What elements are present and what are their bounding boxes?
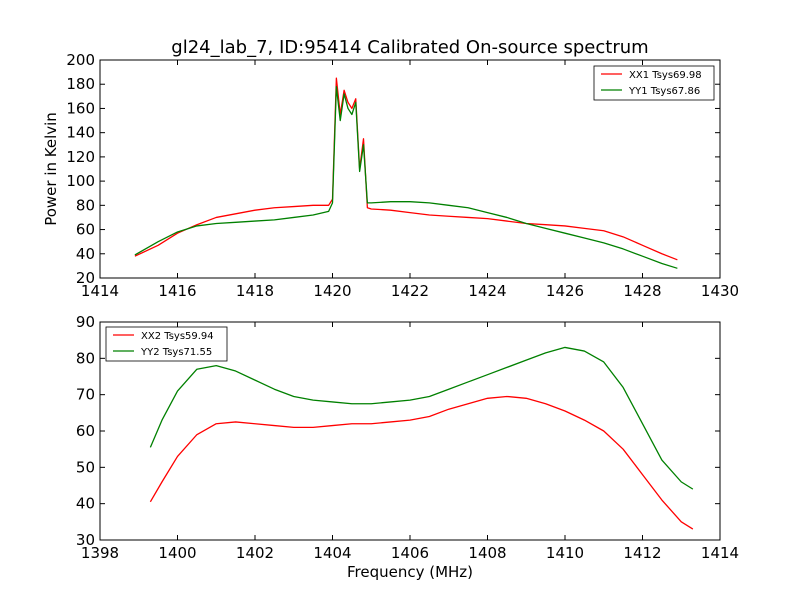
top-panel-y-tick-label: 200	[66, 51, 95, 69]
top-panel-series	[134, 77, 678, 269]
top-panel-y-tick-label: 40	[76, 245, 95, 263]
bottom-panel-y-tick-label: 40	[76, 495, 95, 513]
top-panel-x-tick-label: 1418	[236, 282, 274, 300]
top-panel-x-tick-label: 1422	[391, 282, 429, 300]
bottom-panel-y-tick-label: 90	[76, 313, 95, 331]
bottom-panel-x-tick-label: 1414	[701, 544, 739, 562]
top-panel-ticks: 1414 1416 1418 1420 1422 1424 1426 1428 1430 20 40…	[66, 51, 739, 300]
top-panel-x-tick-label: 1416	[158, 282, 196, 300]
top-panel-frame	[99, 59, 721, 279]
top-panel-y-tick-label: 120	[66, 148, 95, 166]
top-panel-x-tick-label: 1424	[468, 282, 506, 300]
bottom-panel-x-tick-label: 1412	[623, 544, 661, 562]
bottom-panel-series-line-2	[149, 346, 694, 490]
bottom-panel-y-tick-label: 30	[76, 531, 95, 549]
bottom-panel-y-tick-label: 60	[76, 422, 95, 440]
top-panel-x-tick-label: 1426	[546, 282, 584, 300]
bottom-panel-x-tick-label: 1398	[81, 544, 119, 562]
bottom-panel: 1398 1400 1402 1404 1406 1408 1410 1412 1414 30 40…	[76, 313, 739, 581]
bottom-panel-x-tick-label: 1408	[468, 544, 506, 562]
legend-label-yy2: YY2 Tsys71.55	[140, 347, 212, 358]
top-panel-x-tick-label: 1414	[81, 282, 119, 300]
x-axis-label: Frequency (MHz)	[347, 563, 473, 581]
bottom-panel-x-tick-label: 1406	[391, 544, 429, 562]
legend-label-xx1: XX1 Tsys69.98	[629, 70, 702, 81]
bottom-panel-x-tick-label: 1404	[313, 544, 351, 562]
legend-label-yy1: YY1 Tsys67.86	[628, 86, 700, 97]
bottom-panel-x-tick-label: 1402	[236, 544, 274, 562]
bottom-panel-y-tick-label: 70	[76, 386, 95, 404]
bottom-panel-x-tick-label: 1400	[158, 544, 196, 562]
bottom-panel-legend: XX2 Tsys59.94 YY2 Tsys71.55	[105, 326, 228, 362]
bottom-panel-y-tick-label: 50	[76, 458, 95, 476]
bottom-panel-series-line-1	[149, 395, 694, 530]
legend-label-xx2: XX2 Tsys59.94	[141, 331, 214, 342]
top-panel-series-line-2	[134, 85, 678, 269]
top-panel-y-tick-label: 80	[76, 196, 95, 214]
top-panel-legend: XX1 Tsys69.98 YY1 Tsys67.86	[593, 65, 715, 101]
top-panel-y-axis-label: Power in Kelvin	[42, 112, 60, 226]
top-panel-y-tick-label: 100	[66, 172, 95, 190]
bottom-panel-ticks: 1398 1400 1402 1404 1406 1408 1410 1412 1414 30 40…	[76, 313, 739, 562]
bottom-panel-series	[149, 346, 694, 530]
legend-box	[593, 65, 715, 101]
bottom-panel-x-tick-label: 1410	[546, 544, 584, 562]
top-panel-y-tick-label: 20	[76, 269, 95, 287]
bottom-panel-y-tick-label: 80	[76, 349, 95, 367]
legend-box	[105, 326, 228, 362]
top-panel: 1414 1416 1418 1420 1422 1424 1426 1428 1430 20 40…	[42, 51, 739, 300]
top-panel-y-tick-label: 140	[66, 124, 95, 142]
top-panel-y-tick-label: 180	[66, 75, 95, 93]
chart-title: gl24_lab_7, ID:95414 Calibrated On-sourc…	[171, 37, 648, 58]
top-panel-y-tick-label: 60	[76, 221, 95, 239]
bottom-panel-frame	[99, 321, 721, 541]
top-panel-x-tick-label: 1420	[313, 282, 351, 300]
top-panel-x-tick-label: 1430	[701, 282, 739, 300]
top-panel-x-tick-label: 1428	[623, 282, 661, 300]
top-panel-y-tick-label: 160	[66, 99, 95, 117]
